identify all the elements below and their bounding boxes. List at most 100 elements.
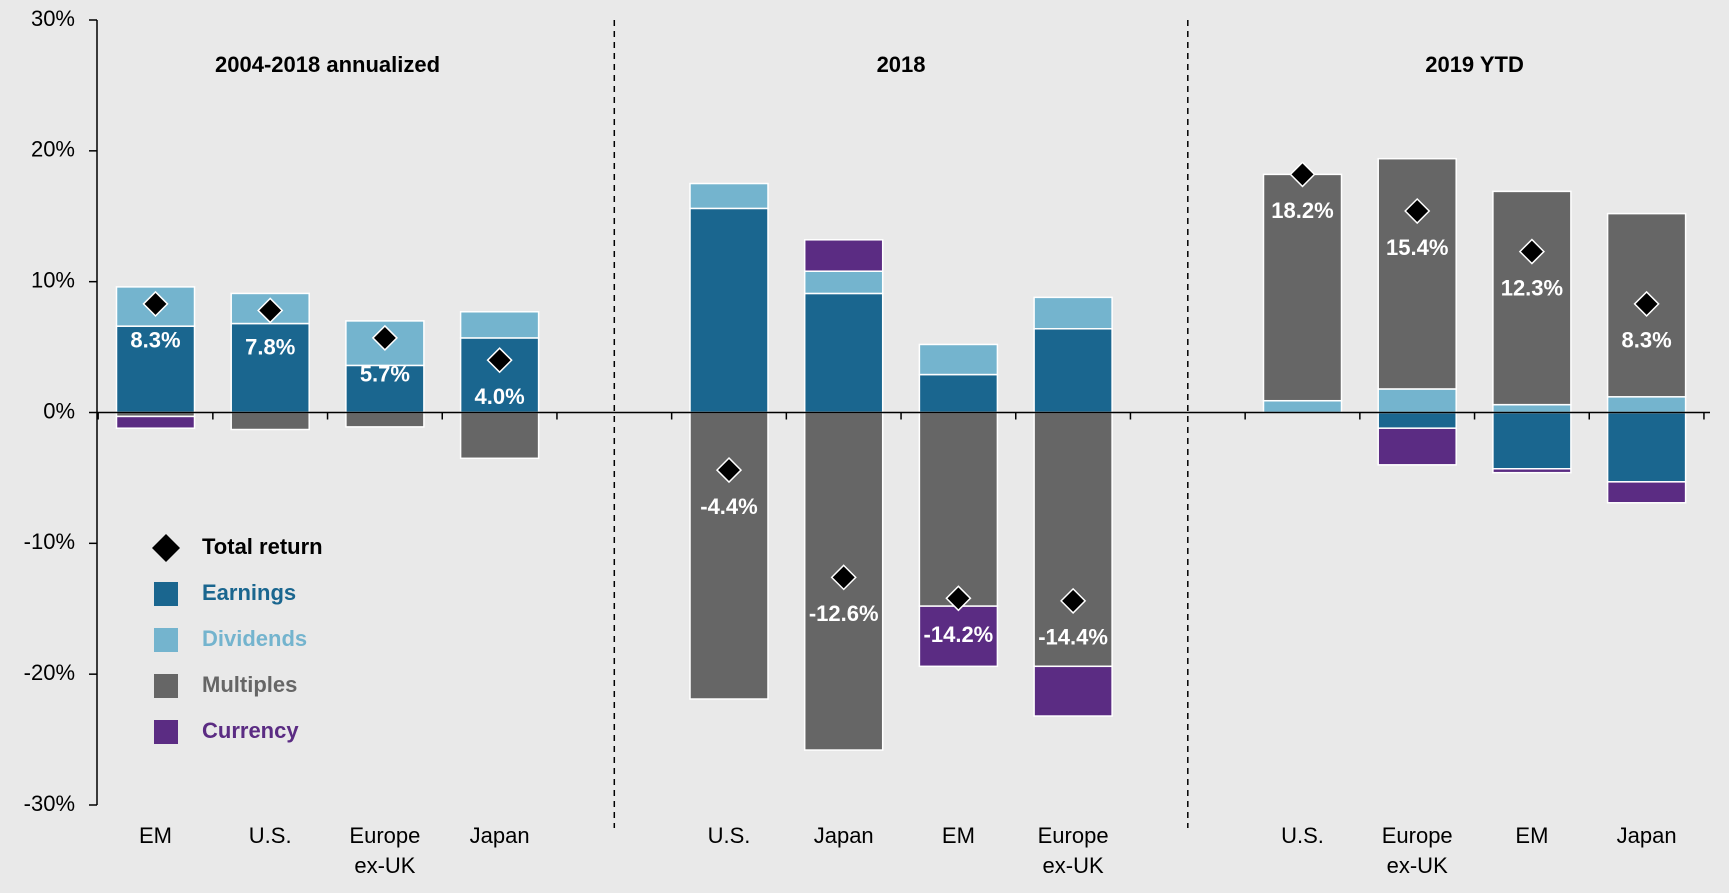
y-tick-label: 30%: [31, 6, 75, 31]
x-tick-label-line: EM: [942, 823, 975, 848]
value-label: -14.2%: [924, 622, 994, 647]
bar-segment: [1033, 296, 1113, 330]
bar-segment: [345, 364, 425, 414]
y-tick-label: -30%: [24, 791, 75, 816]
value-label: -14.4%: [1038, 625, 1108, 650]
y-tick-label: 0%: [43, 398, 75, 423]
bar-segment: [1377, 388, 1457, 414]
x-tick-label-line: U.S.: [1281, 823, 1324, 848]
bar-segment: [1377, 157, 1457, 390]
bar-segment: [230, 411, 310, 431]
total-return-marker: [945, 585, 972, 612]
bar-segment: [689, 182, 769, 210]
value-label: 12.3%: [1501, 275, 1563, 300]
bar-segment: [918, 411, 999, 607]
total-return-marker: [1633, 290, 1660, 317]
legend-swatch: [154, 674, 178, 698]
bar-segment: [1492, 468, 1572, 474]
bar-segment: [689, 207, 769, 414]
value-label: 7.8%: [245, 334, 295, 359]
bar-segment: [689, 411, 769, 700]
legend-label: Multiples: [202, 672, 297, 697]
y-tick-label: 20%: [31, 137, 75, 162]
bar-segment: [230, 322, 310, 414]
value-label: 5.7%: [360, 362, 410, 387]
x-tick-label: Japan: [470, 823, 530, 848]
x-tick-label-line: Japan: [814, 823, 874, 848]
x-tick-label: U.S.: [1281, 823, 1324, 848]
x-tick-label-line: EM: [1515, 823, 1548, 848]
x-tick-label-line: Japan: [470, 823, 530, 848]
bar-segment: [459, 311, 540, 339]
x-tick-label: Japan: [1617, 823, 1677, 848]
x-tick-label-line: Japan: [1617, 823, 1677, 848]
bar-segment: [1377, 427, 1457, 466]
bar-segment: [1262, 399, 1343, 414]
x-tick-label: U.S.: [708, 823, 751, 848]
x-tick-label-line: ex-UK: [1387, 853, 1448, 878]
total-return-marker: [371, 324, 398, 351]
bar-segment: [1606, 396, 1687, 414]
total-return-marker: [486, 347, 513, 374]
bar-segment: [459, 411, 540, 460]
bar-segment: [1033, 328, 1113, 414]
legend-label: Earnings: [202, 580, 296, 605]
bar-segment: [1492, 190, 1572, 406]
bar-segment: [1492, 403, 1572, 414]
total-return-marker: [257, 297, 284, 324]
x-tick-label: Europe ex-UK: [1038, 823, 1109, 878]
bar-segment: [1033, 411, 1113, 668]
group-label: 2019 YTD: [1425, 52, 1524, 77]
value-label: 8.3%: [1622, 328, 1672, 353]
legend-label: Dividends: [202, 626, 307, 651]
bar-segment: [1606, 481, 1687, 504]
value-label: 18.2%: [1271, 198, 1333, 223]
x-tick-label: U.S.: [249, 823, 292, 848]
x-tick-label-line: U.S.: [249, 823, 292, 848]
bar-segment: [803, 270, 884, 295]
group-label: 2004-2018 annualized: [215, 52, 440, 77]
bar-segment: [803, 239, 884, 272]
x-tick-label-line: ex-UK: [1043, 853, 1104, 878]
x-tick-label: EM: [1515, 823, 1548, 848]
x-tick-label-line: EM: [139, 823, 172, 848]
bar-segment: [345, 411, 425, 428]
bar-segment: [1606, 411, 1687, 483]
total-return-marker: [1060, 587, 1087, 614]
total-return-marker: [715, 457, 743, 484]
value-label: 4.0%: [475, 384, 525, 409]
legend-label: Currency: [202, 718, 299, 743]
x-tick-label: Japan: [814, 823, 874, 848]
x-tick-label: Europe ex-UK: [1382, 823, 1453, 878]
bar-segment: [115, 415, 196, 429]
x-tick-label-line: ex-UK: [354, 853, 415, 878]
x-tick-label-line: Europe: [1382, 823, 1453, 848]
total-return-marker: [1518, 238, 1545, 265]
legend-marker: [152, 534, 180, 562]
y-tick-label: 10%: [31, 267, 75, 292]
bar-segment: [918, 373, 999, 414]
total-return-marker: [830, 564, 857, 591]
x-tick-label: EM: [942, 823, 975, 848]
value-label: -4.4%: [700, 494, 757, 519]
bar-segment: [1033, 665, 1113, 717]
x-tick-label-line: U.S.: [708, 823, 751, 848]
bar-segment: [1262, 173, 1343, 402]
value-label: 8.3%: [130, 328, 180, 353]
value-label: -12.6%: [809, 601, 879, 626]
bar-segment: [803, 292, 884, 414]
value-label: 15.4%: [1386, 235, 1448, 260]
bar-segment: [1377, 411, 1457, 429]
legend-swatch: [154, 582, 178, 606]
total-return-marker: [1289, 161, 1316, 188]
legend-swatch: [154, 720, 178, 744]
legend-swatch: [154, 628, 178, 652]
x-tick-label: Europe ex-UK: [349, 823, 420, 878]
bar-segment: [1492, 411, 1572, 470]
total-return-marker: [1404, 197, 1431, 225]
y-tick-label: -20%: [24, 660, 75, 685]
total-return-marker: [142, 290, 169, 317]
x-tick-label: EM: [139, 823, 172, 848]
y-tick-label: -10%: [24, 529, 75, 554]
